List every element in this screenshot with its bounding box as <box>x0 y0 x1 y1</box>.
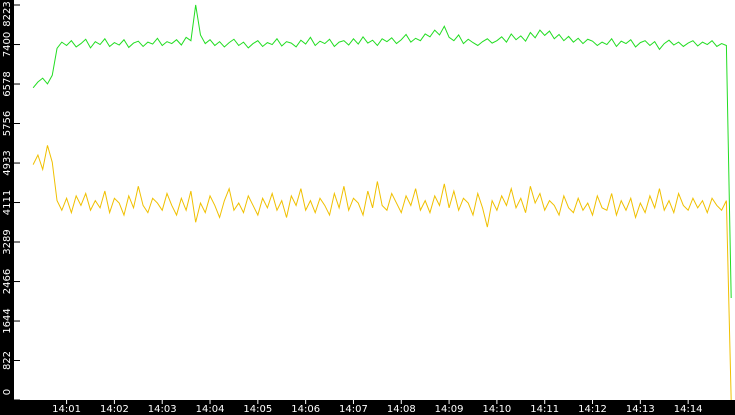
x-tick-label: 14:03 <box>148 404 177 415</box>
x-tick-label: 14:08 <box>387 404 416 415</box>
x-tick-label: 14:10 <box>482 404 511 415</box>
x-tick-label: 14:05 <box>243 404 272 415</box>
x-tick-label: 14:14 <box>674 404 703 415</box>
x-tick-label: 14:06 <box>291 404 320 415</box>
y-tick-label: 1644 <box>2 308 13 333</box>
x-tick-label: 14:12 <box>578 404 607 415</box>
y-tick-label: 0 <box>2 389 13 395</box>
y-tick-label: 2466 <box>2 269 13 294</box>
x-tick-label: 14:02 <box>100 404 129 415</box>
series-line <box>32 4 732 299</box>
x-tick-label: 14:11 <box>530 404 559 415</box>
y-tick-label: 6578 <box>2 71 13 96</box>
y-tick-label: 822 <box>2 351 13 370</box>
x-tick-label: 14:09 <box>435 404 464 415</box>
x-axis-band <box>0 400 735 415</box>
x-tick-label: 14:01 <box>52 404 81 415</box>
x-tick-label: 14:07 <box>339 404 368 415</box>
x-tick-label: 14:04 <box>196 404 225 415</box>
y-tick-label: 4933 <box>2 150 13 175</box>
y-axis-band <box>0 0 14 415</box>
y-tick-label: 3289 <box>2 229 13 254</box>
y-tick-label: 5756 <box>2 111 13 136</box>
y-tick-label: 7400 <box>2 32 13 57</box>
series-line <box>32 145 732 401</box>
y-tick-label: 4111 <box>2 190 13 215</box>
x-tick-label: 14:13 <box>626 404 655 415</box>
y-tick-label: 8223 <box>2 1 13 26</box>
